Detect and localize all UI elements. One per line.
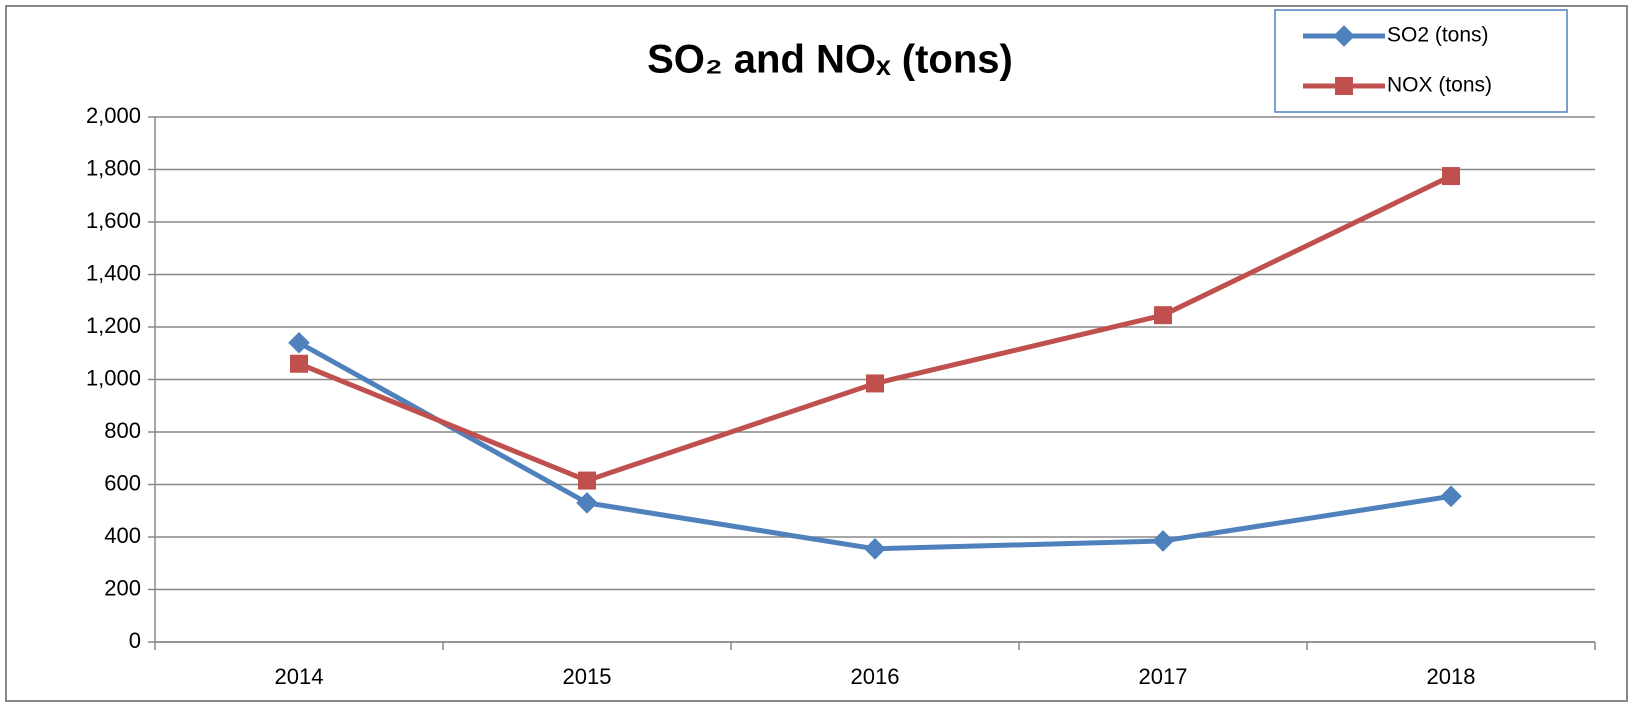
y-tick-label: 400 [104, 523, 141, 548]
y-tick-label: 2,000 [86, 103, 141, 128]
legend-text: SO2 (tons) [1387, 24, 1489, 47]
legend-box [1274, 9, 1568, 113]
y-tick-label: 1,200 [86, 313, 141, 338]
y-tick-label: 0 [129, 628, 141, 653]
data-point [1154, 306, 1172, 325]
y-tick-label: 1,800 [86, 155, 141, 180]
data-point [1152, 530, 1174, 552]
chart-title: SO₂ and NOₓ (tons) [647, 38, 1013, 82]
y-tick-label: 1,400 [86, 260, 141, 285]
x-tick-label: 2014 [275, 664, 324, 689]
x-tick-label: 2018 [1427, 664, 1476, 689]
legend-marker [1335, 77, 1353, 95]
y-tick-label: 1,600 [86, 208, 141, 233]
y-tick-label: 800 [104, 418, 141, 443]
y-tick-label: 600 [104, 470, 141, 495]
y-tick-label: 200 [104, 575, 141, 600]
data-point [866, 374, 884, 393]
data-point [288, 331, 310, 354]
x-tick-label: 2016 [851, 664, 900, 689]
legend-marker [1333, 25, 1355, 47]
x-tick-label: 2017 [1139, 664, 1188, 689]
chart-border [5, 5, 1628, 702]
data-point [576, 492, 598, 514]
x-tick-label: 2015 [563, 664, 612, 689]
data-point [290, 354, 308, 373]
data-point [1440, 485, 1462, 508]
data-point [1442, 167, 1460, 186]
data-point [864, 538, 886, 560]
y-tick-label: 1,000 [86, 365, 141, 390]
legend-text: NOX (tons) [1387, 74, 1492, 97]
data-point [578, 471, 596, 490]
